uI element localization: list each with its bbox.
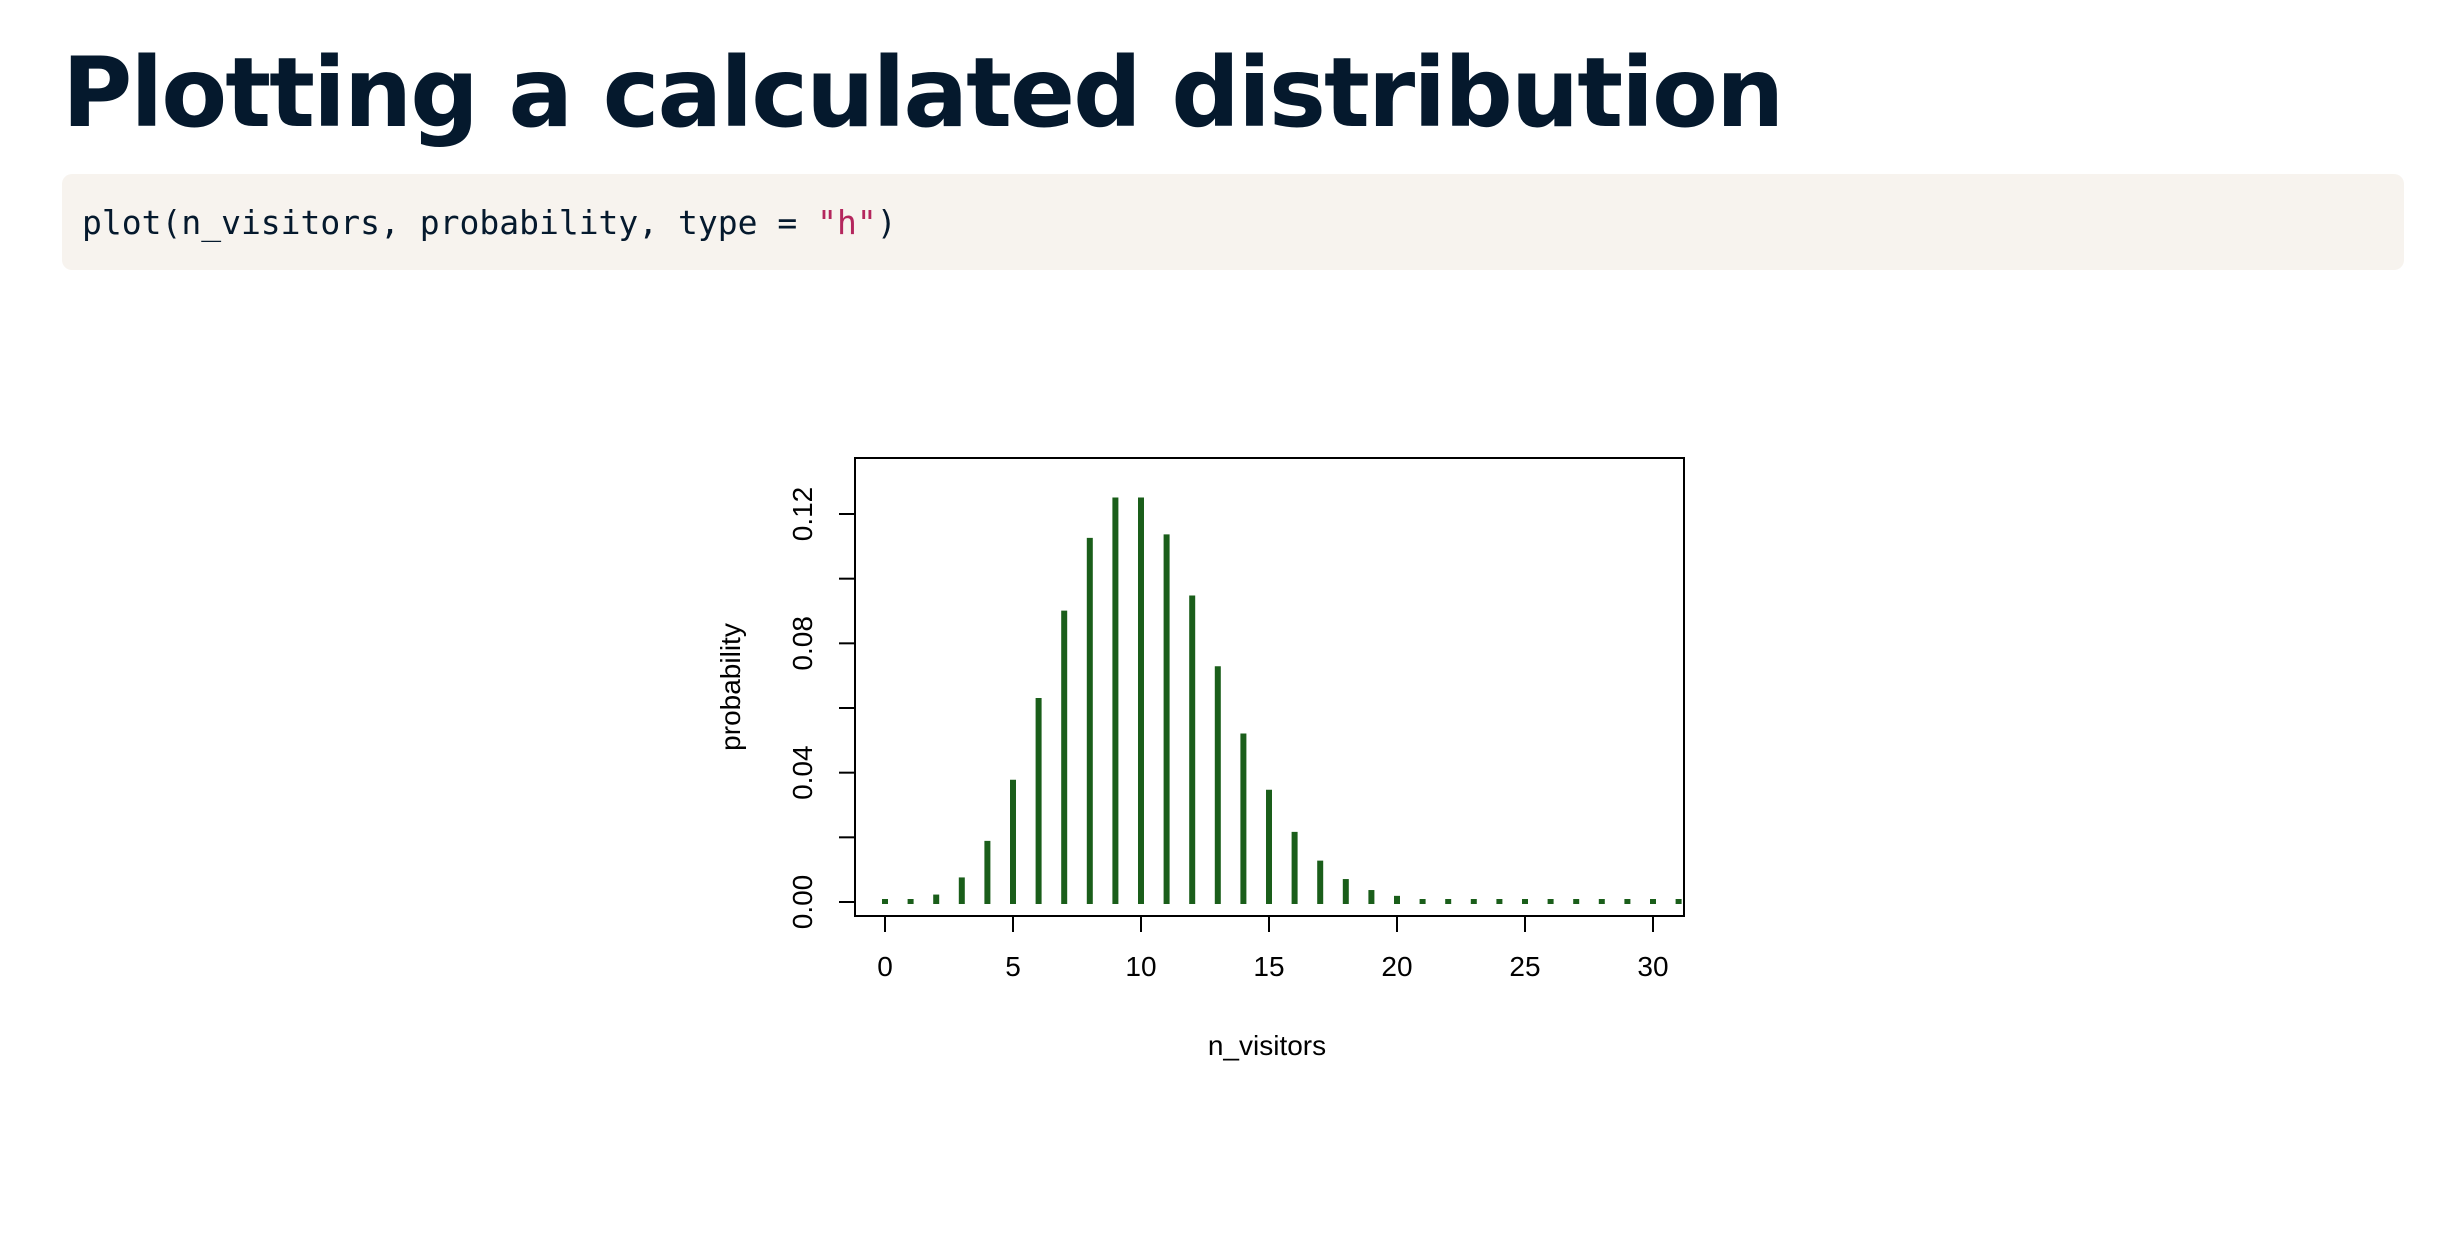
x-tick-label: 20 bbox=[1381, 951, 1412, 982]
code-prefix: plot(n_visitors, probability, type = bbox=[82, 202, 818, 242]
y-tick-label: 0.12 bbox=[787, 487, 818, 542]
page-title: Plotting a calculated distribution bbox=[62, 37, 1784, 149]
y-axis: 0.00 0.04 0.08 0.12 bbox=[787, 487, 856, 930]
y-tick-label: 0.08 bbox=[787, 616, 818, 671]
code-string: "h" bbox=[817, 202, 877, 242]
x-tick-label: 10 bbox=[1125, 951, 1156, 982]
data-lines bbox=[882, 497, 1682, 904]
x-axis-label: n_visitors bbox=[1208, 1030, 1326, 1061]
x-tick-label: 0 bbox=[877, 951, 893, 982]
y-axis-label: probability bbox=[715, 623, 746, 751]
x-axis: 0 5 10 15 20 25 30 bbox=[877, 915, 1669, 982]
x-tick-label: 30 bbox=[1637, 951, 1668, 982]
code-suffix: ) bbox=[876, 202, 897, 242]
x-tick-label: 5 bbox=[1005, 951, 1021, 982]
code-block: plot(n_visitors, probability, type = "h"… bbox=[62, 174, 2404, 270]
y-tick-label: 0.00 bbox=[787, 875, 818, 930]
y-tick-label: 0.04 bbox=[787, 745, 818, 800]
x-tick-label: 25 bbox=[1509, 951, 1540, 982]
x-tick-label: 15 bbox=[1253, 951, 1284, 982]
code-line: plot(n_visitors, probability, type = "h"… bbox=[82, 203, 897, 242]
